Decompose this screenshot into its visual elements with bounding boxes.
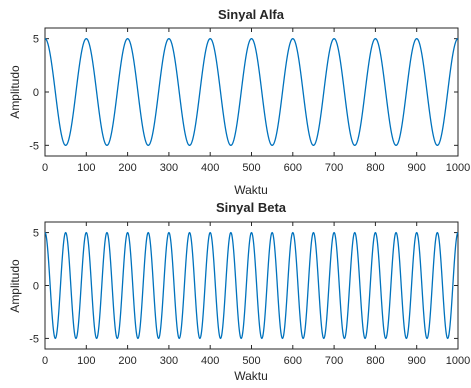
- y-tick-labels: -5 0 5: [29, 34, 39, 153]
- x-tick-label: 500: [242, 355, 260, 367]
- x-tick-label: 200: [118, 355, 136, 367]
- subplot-alfa: Sinyal Alfa -505 0 100 200 300 400 500 600 700 8…: [8, 7, 470, 197]
- x-tick-label: 100: [77, 355, 95, 367]
- x-tick-label: 900: [408, 355, 426, 367]
- y-tick-label: 5: [33, 34, 39, 46]
- x-tick-labels: 0 100 200 300 400 500 600 700 800 900 1000: [42, 355, 470, 367]
- x-tick-label: 400: [201, 162, 219, 174]
- x-tick-label: 700: [325, 162, 343, 174]
- x-tick-label: 800: [366, 355, 384, 367]
- chart-title: Sinyal Beta: [216, 200, 287, 215]
- x-tick-label: 900: [408, 162, 426, 174]
- x-tick-label: 500: [242, 162, 260, 174]
- x-tick-label: 200: [118, 162, 136, 174]
- y-tick-label: 0: [33, 281, 39, 293]
- x-axis-label: Waktu: [234, 369, 268, 383]
- x-tick-label: 300: [160, 355, 178, 367]
- y-tick-label: 0: [33, 87, 39, 99]
- x-tick-label: 1000: [446, 355, 470, 367]
- x-tick-label: 0: [42, 355, 48, 367]
- y-tick-label: -5: [29, 333, 39, 345]
- x-tick-label: 0: [42, 162, 48, 174]
- y-tick-label: 5: [33, 228, 39, 240]
- plot-area: [44, 27, 459, 157]
- y-tick-labels: -5 0 5: [29, 228, 39, 346]
- x-tick-label: 300: [160, 162, 178, 174]
- x-axis-label: Waktu: [234, 183, 268, 197]
- chart-title: Sinyal Alfa: [218, 7, 285, 22]
- subplot-beta: Sinyal Beta -505 0 100 200 300 400 500 600 700 8…: [8, 200, 470, 383]
- plot-area: [44, 221, 459, 350]
- x-tick-label: 1000: [446, 162, 470, 174]
- x-tick-label: 400: [201, 355, 219, 367]
- y-axis-label: Amplitudo: [8, 259, 22, 313]
- x-tick-label: 700: [325, 355, 343, 367]
- tick-marks: [44, 28, 459, 156]
- series-line-sinyal-beta: [44, 231, 459, 340]
- y-tick-label: -5: [29, 140, 39, 152]
- series-line-sinyal-alfa: [44, 38, 459, 146]
- x-tick-label: 800: [366, 162, 384, 174]
- y-axis-label: Amplitudo: [8, 65, 22, 119]
- x-tick-label: 600: [284, 162, 302, 174]
- x-tick-label: 600: [284, 355, 302, 367]
- x-tick-label: 100: [77, 162, 95, 174]
- x-tick-labels: 0 100 200 300 400 500 600 700 800 900 1000: [42, 162, 470, 174]
